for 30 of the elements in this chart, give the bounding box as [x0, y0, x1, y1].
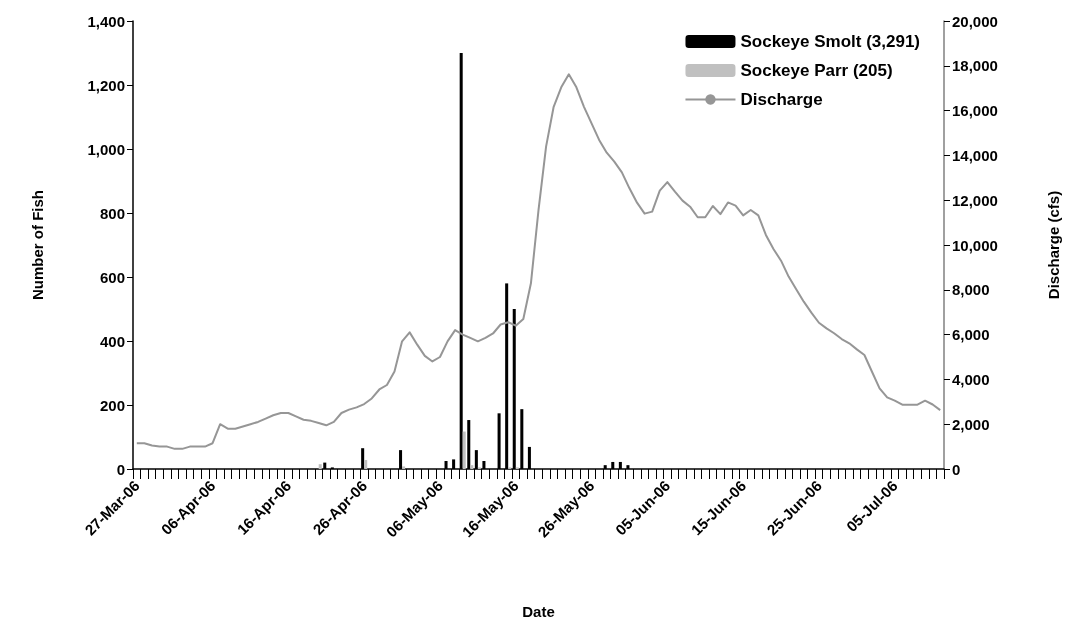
legend-label: Sockeye Parr (205) [740, 61, 893, 80]
y2-axis-title: Discharge (cfs) [1045, 190, 1062, 300]
y-tick-label: 400 [99, 332, 125, 350]
y2-tick-label: 20,000 [952, 12, 998, 30]
bar [470, 465, 474, 469]
bar [318, 464, 322, 469]
y2-tick-label: 16,000 [952, 102, 998, 120]
y2-tick-label: 10,000 [952, 236, 998, 254]
y-tick-label: 0 [116, 460, 125, 478]
y2-tick-label: 0 [952, 460, 961, 478]
y2-tick-label: 4,000 [952, 370, 990, 388]
y-tick-label: 1,400 [87, 12, 125, 30]
y-tick-label: 200 [99, 396, 125, 414]
bar [364, 460, 368, 469]
y-tick-label: 600 [99, 268, 125, 286]
bar [402, 466, 406, 469]
bar [462, 431, 466, 469]
y-tick-label: 1,200 [87, 76, 125, 94]
x-axis-title: Date [522, 603, 555, 620]
y2-tick-label: 18,000 [952, 57, 998, 75]
y2-tick-label: 12,000 [952, 191, 998, 209]
y2-tick-label: 2,000 [952, 415, 990, 433]
y-tick-label: 800 [99, 204, 125, 222]
y-axis-title: Number of Fish [29, 189, 46, 301]
y-tick-label: 1,000 [87, 140, 125, 158]
legend-label: Discharge [740, 90, 823, 109]
y2-tick-label: 6,000 [952, 326, 990, 344]
legend-label: Sockeye Smolt (3,291) [740, 32, 920, 51]
y2-tick-label: 8,000 [952, 281, 990, 299]
y2-tick-label: 14,000 [952, 146, 998, 164]
